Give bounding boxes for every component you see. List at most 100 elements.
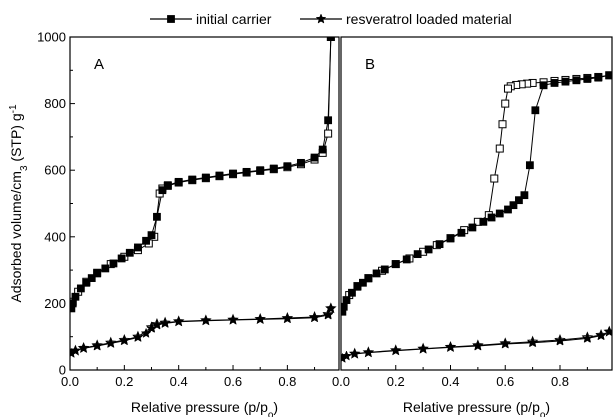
data-point-filled-square <box>147 231 156 240</box>
data-point-filled-square <box>572 76 581 85</box>
data-point-star <box>254 313 266 324</box>
data-point-filled-square <box>525 161 534 170</box>
x-tick-label-b: 0.4 <box>441 374 459 389</box>
x-tick-label-b: 0.2 <box>387 374 405 389</box>
data-point-star <box>78 342 89 353</box>
data-point-filled-square <box>158 186 167 195</box>
data-point-star <box>91 340 103 351</box>
data-point-filled-square <box>117 254 126 263</box>
data-point-star <box>105 337 117 348</box>
y-tick-label: 1000 <box>37 30 66 45</box>
x-axis-label-b: Relative pressure (p/po) <box>403 399 550 417</box>
data-point-filled-square <box>174 177 183 186</box>
data-point-filled-square <box>413 250 422 259</box>
data-point-filled-square <box>142 236 150 245</box>
data-point-filled-square <box>242 167 251 176</box>
data-point-filled-square <box>468 223 477 232</box>
data-point-filled-square <box>188 175 197 184</box>
data-point-filled-square <box>520 191 529 200</box>
data-point-star <box>603 326 612 337</box>
data-point-filled-square <box>71 292 80 301</box>
data-point-star <box>341 350 352 361</box>
data-point-filled-square <box>487 213 496 222</box>
legend-label-resveratrol-loaded: resveratrol loaded material <box>346 11 512 27</box>
panel-a-plot-area <box>70 37 337 358</box>
data-point-star <box>595 330 607 341</box>
data-point-star <box>322 309 334 320</box>
data-point-star <box>315 13 327 24</box>
data-point-filled-square <box>364 274 373 283</box>
data-point-star <box>151 319 163 330</box>
panel-b-plot-area <box>341 71 612 363</box>
data-point-filled-square <box>424 245 433 254</box>
data-point-filled-square <box>509 201 518 210</box>
data-point-filled-square <box>326 37 335 41</box>
data-point-filled-square <box>87 274 96 282</box>
data-point-star <box>499 338 511 349</box>
data-point-star <box>159 317 171 328</box>
data-point-open-square <box>490 174 499 183</box>
data-point-filled-square <box>76 284 85 293</box>
data-point-filled-square <box>93 269 102 278</box>
data-point-open-square <box>498 120 507 129</box>
data-point-filled-square <box>550 79 559 87</box>
data-point-filled-square <box>479 217 488 226</box>
data-point-star <box>417 343 429 354</box>
data-point-star <box>132 331 144 342</box>
x-tick-label-b: 0.6 <box>496 374 514 389</box>
data-point-filled-square <box>101 264 110 273</box>
data-point-filled-square <box>318 145 327 154</box>
data-point-filled-square <box>283 162 292 171</box>
y-tick-label: 400 <box>44 229 66 244</box>
plot-frame-b <box>340 36 613 371</box>
panel-letter-a: A <box>94 56 104 73</box>
data-point-filled-square <box>446 234 455 243</box>
data-point-star <box>527 337 538 348</box>
x-tick-label-b: 0.8 <box>551 374 569 389</box>
data-point-star <box>227 314 239 325</box>
data-point-star <box>282 313 293 324</box>
data-point-filled-square <box>109 259 118 268</box>
data-point-filled-square <box>380 265 389 274</box>
data-point-filled-square <box>353 282 362 291</box>
x-tick-label-a: 0.0 <box>61 374 79 389</box>
data-point-filled-square <box>561 77 570 86</box>
data-point-filled-square <box>495 209 504 218</box>
data-point-filled-square <box>134 243 142 252</box>
series-line-resveratrol-loaded-adsorption <box>71 308 332 354</box>
data-point-star <box>445 341 456 352</box>
data-point-filled-square <box>229 169 237 178</box>
data-point-star <box>472 340 484 351</box>
data-point-filled-square <box>539 81 548 90</box>
data-point-filled-square <box>594 73 603 82</box>
data-point-star <box>173 316 185 327</box>
data-point-star <box>390 345 402 356</box>
data-point-filled-square <box>324 116 333 125</box>
data-point-filled-square <box>297 158 305 167</box>
data-point-filled-square <box>215 171 224 180</box>
data-point-filled-square <box>82 278 91 287</box>
data-point-star <box>200 315 212 326</box>
y-tick-label: 200 <box>44 296 66 311</box>
data-point-star <box>118 335 130 346</box>
x-tick-label-b: 0.0 <box>332 374 350 389</box>
series-line-initial-carrier-desorption <box>348 74 610 296</box>
data-point-filled-square <box>358 278 367 287</box>
data-point-star <box>309 312 320 323</box>
x-tick-label-a: 0.2 <box>115 374 133 389</box>
data-point-filled-square <box>256 166 265 175</box>
data-point-open-square <box>324 129 333 138</box>
data-point-filled-square <box>372 269 381 278</box>
data-point-filled-square <box>342 296 351 304</box>
data-point-filled-square <box>402 255 411 264</box>
data-point-star <box>363 347 374 358</box>
data-point-filled-square <box>605 71 612 80</box>
data-point-filled-square <box>515 196 523 205</box>
x-tick-label-a: 0.4 <box>170 374 188 389</box>
data-point-filled-square <box>391 260 400 269</box>
panel-letter-b: B <box>365 56 375 73</box>
legend-label-initial-carrier: initial carrier <box>196 11 272 27</box>
data-point-filled-square <box>153 212 161 221</box>
data-point-star <box>349 348 361 359</box>
